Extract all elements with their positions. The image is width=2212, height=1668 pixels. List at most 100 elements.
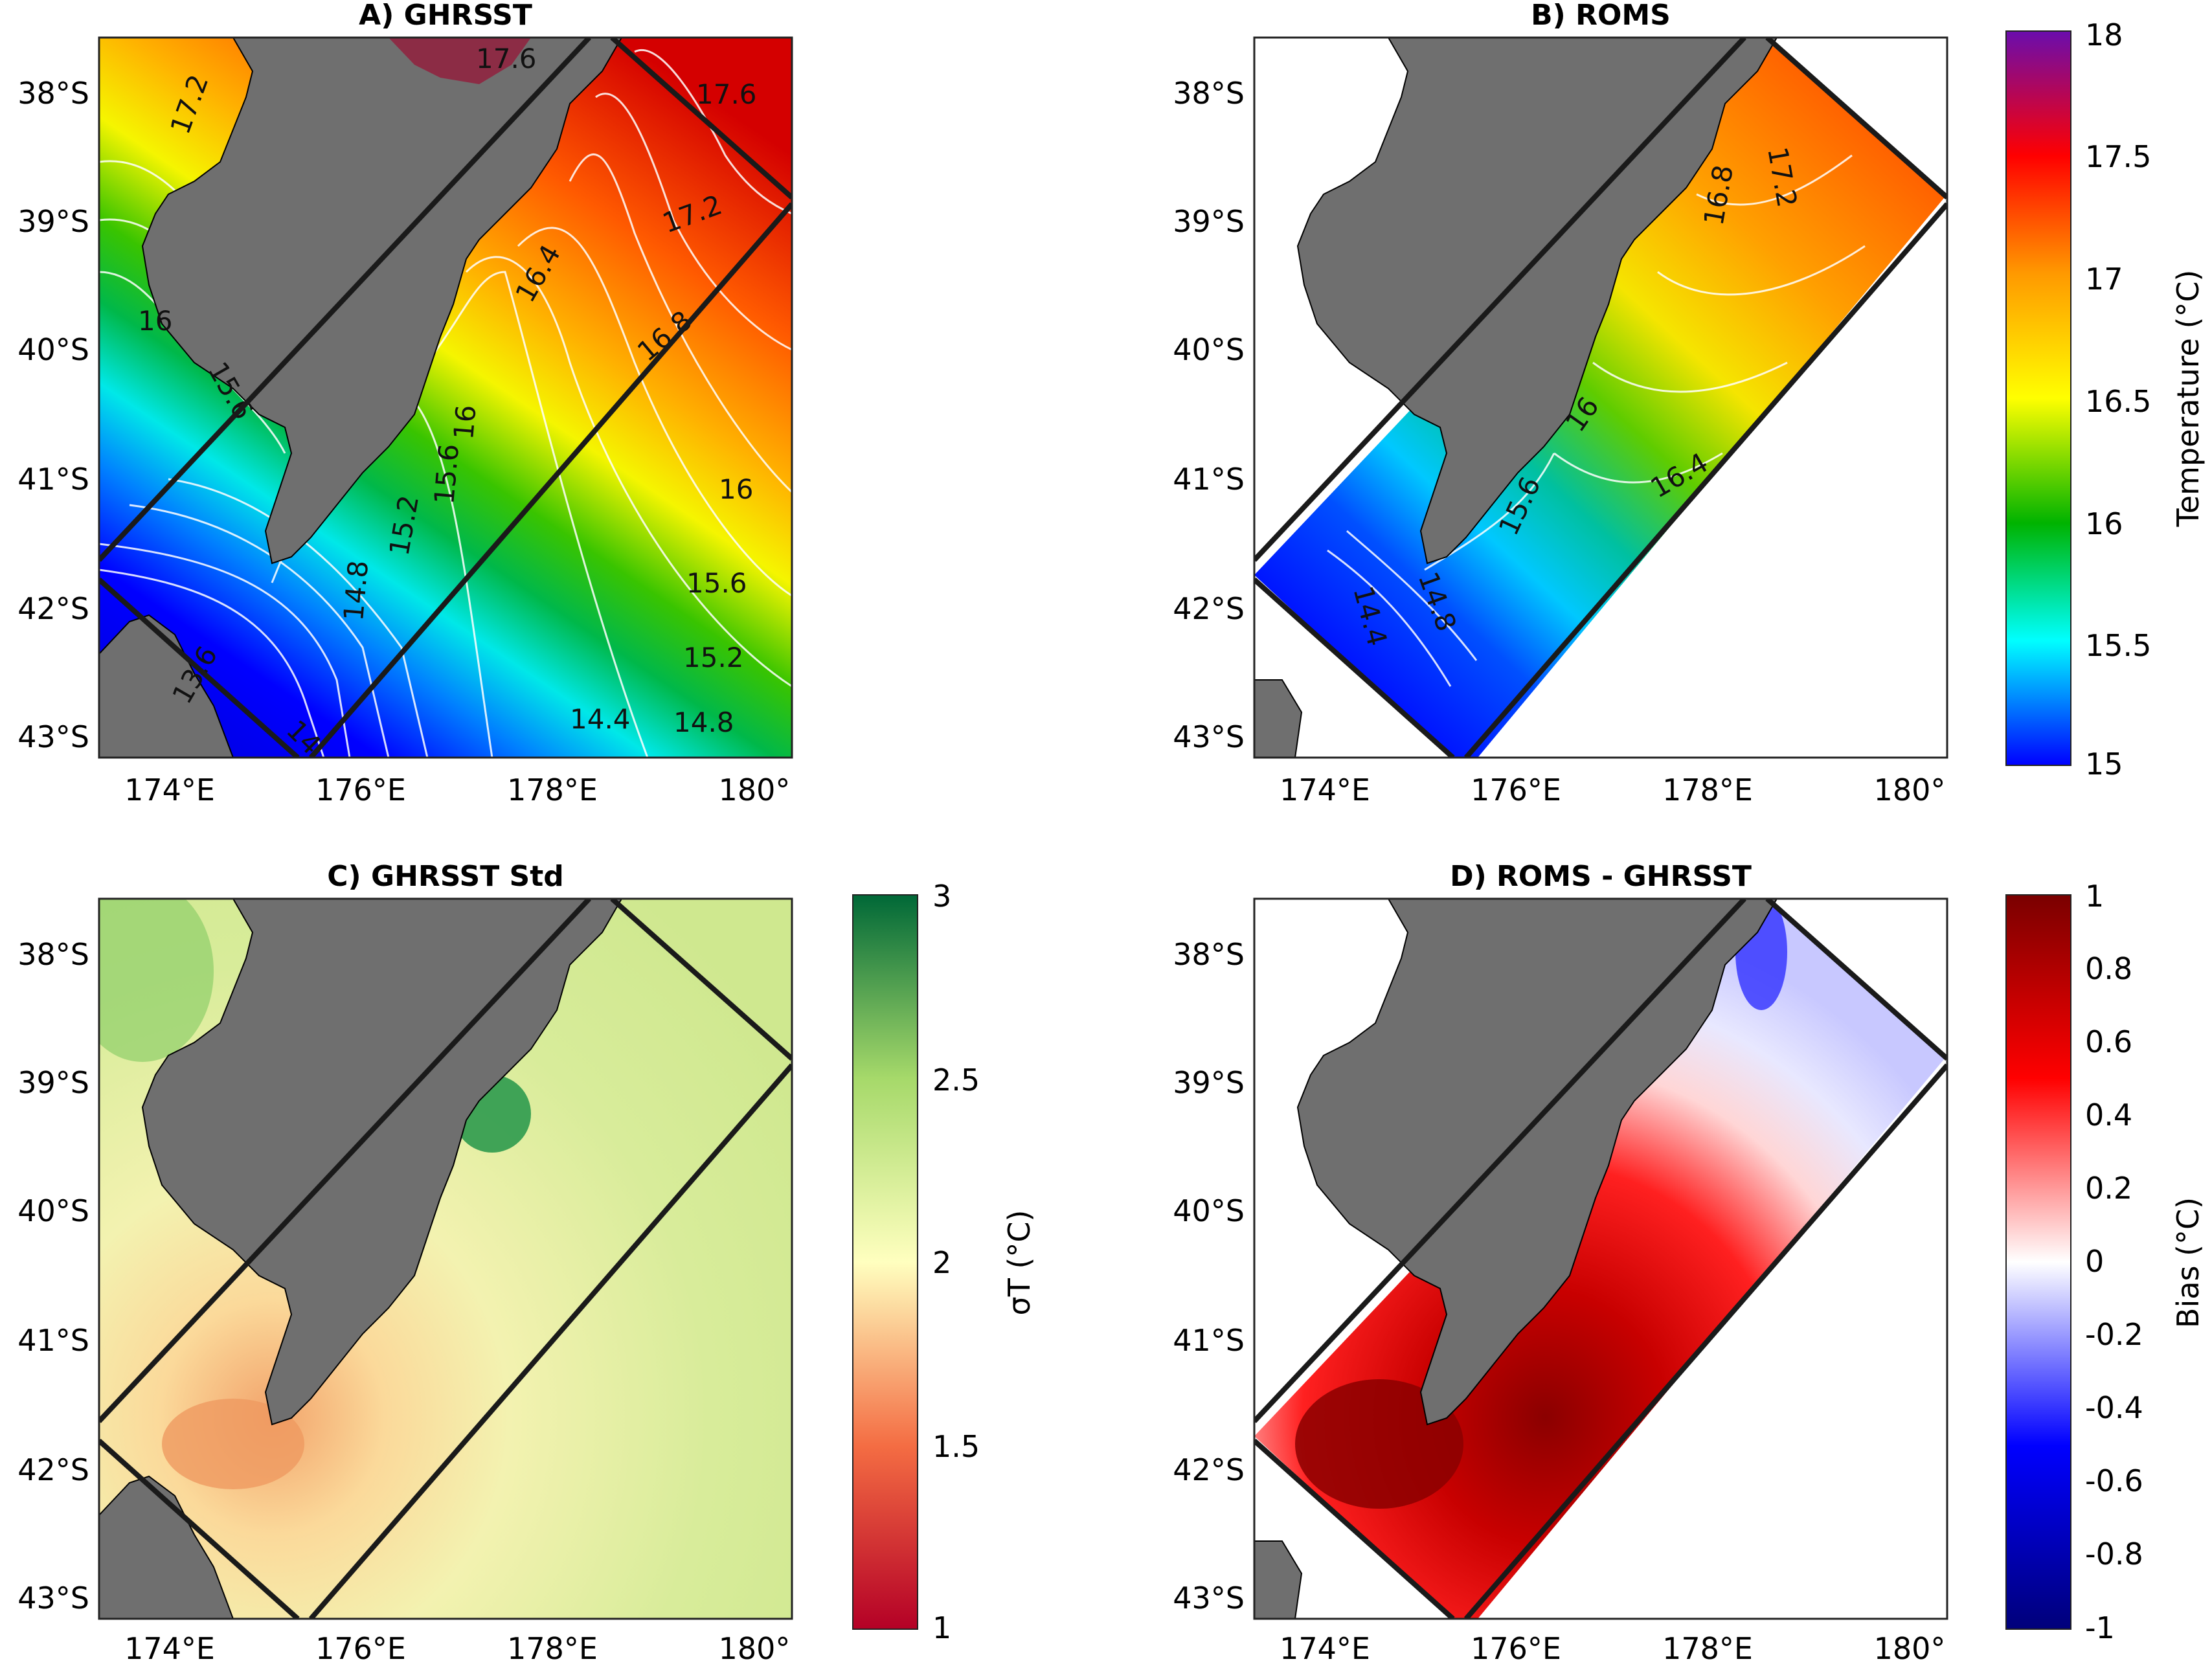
north-island-land [141, 899, 623, 1426]
lat-tick: 42°S [17, 591, 89, 626]
lat-axis: 38°S 39°S 40°S 41°S 42°S 43°S [17, 937, 89, 1616]
lat-tick: 39°S [1173, 1065, 1245, 1100]
colorbar-tick: 1.5 [932, 1429, 980, 1464]
lat-tick: 41°S [17, 1323, 89, 1358]
colorbar-tick: 1 [932, 1610, 951, 1645]
lat-tick: 40°S [1173, 1193, 1245, 1228]
contour-label: 14.4 [570, 703, 631, 735]
lon-tick: 180° [719, 772, 791, 807]
lat-tick: 42°S [17, 1452, 89, 1487]
colorbar-tick: 15.5 [2085, 628, 2151, 663]
colorbar-tick: 16.5 [2085, 384, 2151, 419]
bay-of-plenty-warm-patch [389, 38, 531, 84]
colorbar-tick: 15 [2085, 747, 2123, 782]
panel-title: D) ROMS - GHRSST [1450, 860, 1752, 893]
contour-label: 15.6 [686, 567, 747, 599]
lat-tick: 41°S [17, 462, 89, 497]
lat-tick: 38°S [17, 937, 89, 972]
lon-tick: 176°E [1471, 1631, 1561, 1666]
south-island-land [1254, 1540, 1303, 1619]
colorbar-label: σT (°C) [1002, 1210, 1037, 1316]
lat-tick: 43°S [17, 1581, 89, 1616]
model-domain-box [1254, 38, 1947, 758]
colorbar-tick: -0.6 [2085, 1463, 2143, 1498]
colorbar-tick: -0.2 [2085, 1317, 2143, 1352]
lat-tick: 41°S [1173, 1323, 1245, 1358]
contour-label: 16 [138, 305, 172, 337]
colorbar-gradient [852, 894, 918, 1630]
lat-tick: 38°S [1173, 937, 1245, 972]
lat-tick: 39°S [17, 1065, 89, 1100]
lon-axis: 174°E 176°E 178°E 180° [1280, 1631, 1945, 1666]
high-std-patch [99, 899, 214, 1062]
lat-tick: 42°S [1173, 591, 1245, 626]
colorbar-ticks: 3 2.5 2 1.5 1 [932, 879, 980, 1645]
panel-title: A) GHRSST [359, 0, 532, 32]
model-domain-box [1254, 899, 1947, 1619]
lat-tick: 43°S [1173, 719, 1245, 754]
colorbar-tick: 0.2 [2085, 1171, 2132, 1206]
lat-tick: 40°S [1173, 332, 1245, 367]
panel-b: B) ROMS 17.2 16.8 16 16.4 15.6 [1173, 0, 1948, 807]
roms-field [1254, 38, 1947, 758]
lat-tick: 38°S [17, 76, 89, 111]
lon-tick: 180° [719, 1631, 791, 1666]
colorbar-tick: 0.6 [2085, 1024, 2132, 1059]
lon-tick: 174°E [124, 772, 215, 807]
panel-c: C) GHRSST Std 38°S 39°S 40°S 41°S 42°S 4… [17, 860, 793, 1666]
colorbar-gradient [2005, 894, 2071, 1630]
colorbar-ticks: 18 17.5 17 16.5 16 15.5 15 [2085, 17, 2151, 782]
high-bias-patch [1295, 1379, 1463, 1509]
colorbar-tick: 18 [2085, 17, 2123, 52]
lon-tick: 176°E [1471, 772, 1561, 807]
lon-axis: 174°E 176°E 178°E 180° [1280, 772, 1945, 807]
lon-tick: 176°E [315, 772, 406, 807]
colorbar-tick: 17.5 [2085, 139, 2151, 174]
low-std-patch [162, 1399, 304, 1489]
contour-label: 15.2 [683, 642, 744, 673]
lat-tick: 40°S [17, 1193, 89, 1228]
lon-axis: 174°E 176°E 178°E 180° [124, 772, 790, 807]
lon-tick: 174°E [1280, 772, 1370, 807]
colorbar-tick: 0.4 [2085, 1098, 2132, 1133]
panel-a: A) GHRSST [17, 0, 793, 807]
colorbar-tick: -0.4 [2085, 1390, 2143, 1425]
contour-label: 17.6 [476, 43, 537, 74]
colorbar-tick: 0 [2085, 1244, 2104, 1279]
contour-label: 14.8 [337, 559, 374, 622]
colorbar-tick: 2 [932, 1245, 951, 1280]
map-frame [98, 897, 793, 1620]
colorbar-ticks: 1 0.8 0.6 0.4 0.2 0 -0.2 -0.4 -0.6 -0.8 … [2085, 879, 2143, 1645]
lon-tick: 176°E [315, 1631, 406, 1666]
map-frame [1253, 897, 1948, 1620]
model-domain-box [99, 899, 792, 1619]
lon-tick: 178°E [1662, 1631, 1753, 1666]
lat-tick: 42°S [1173, 1452, 1245, 1487]
lon-tick: 178°E [507, 772, 598, 807]
colorbar-label: Bias (°C) [2171, 1197, 2206, 1328]
south-island-land [1254, 679, 1303, 758]
colorbar-tick: 3 [932, 879, 951, 914]
lon-tick: 174°E [124, 1631, 215, 1666]
colorbar-tick: -1 [2085, 1610, 2115, 1645]
lat-tick: 43°S [17, 719, 89, 754]
colorbar-bias: 1 0.8 0.6 0.4 0.2 0 -0.2 -0.4 -0.6 -0.8 … [2005, 879, 2206, 1645]
lon-tick: 178°E [1662, 772, 1753, 807]
contour-label: 15.6 [428, 442, 465, 505]
contour-label: 16 [719, 473, 753, 505]
lon-tick: 178°E [507, 1631, 598, 1666]
colorbar-tick: 1 [2085, 879, 2104, 914]
south-island-land [99, 614, 234, 758]
north-island-land [141, 38, 623, 565]
lat-tick: 40°S [17, 332, 89, 367]
south-island-land [99, 1475, 234, 1619]
colorbar-std: 3 2.5 2 1.5 1 σT (°C) [852, 879, 1037, 1645]
lat-tick: 41°S [1173, 462, 1245, 497]
lon-tick: 180° [1874, 772, 1946, 807]
lat-tick: 43°S [1173, 1581, 1245, 1616]
colorbar-tick: 0.8 [2085, 951, 2132, 986]
colorbar-tick: 16 [2085, 506, 2123, 541]
contour-label: 14.8 [673, 706, 734, 738]
lat-axis: 38°S 39°S 40°S 41°S 42°S 43°S [17, 76, 89, 754]
panel-d: D) ROMS - GHRSST 38°S 39°S 40°S 41°S 42°… [1173, 860, 1948, 1666]
